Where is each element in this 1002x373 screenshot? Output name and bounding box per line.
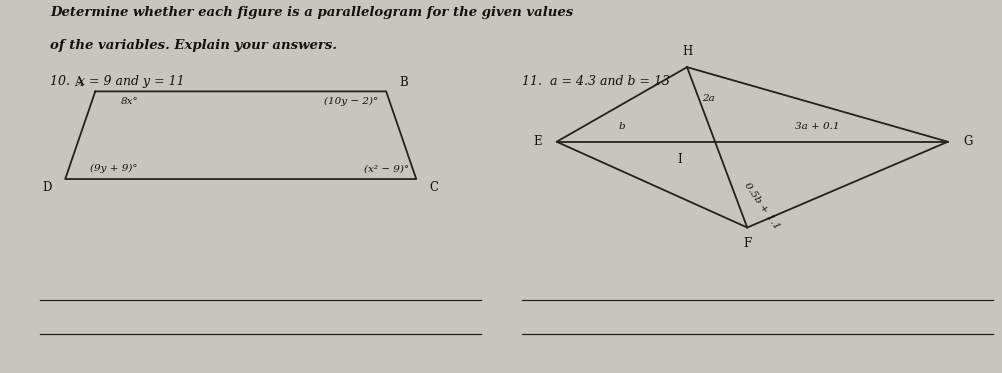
Text: 2a: 2a (701, 94, 714, 103)
Text: 11.  a = 4.3 and b = 13: 11. a = 4.3 and b = 13 (521, 75, 669, 88)
Text: D: D (43, 181, 52, 194)
Text: 0.5b + 1.1: 0.5b + 1.1 (741, 181, 781, 231)
Text: E: E (532, 135, 541, 148)
Text: G: G (962, 135, 971, 148)
Text: B: B (399, 76, 408, 89)
Text: (x² − 9)°: (x² − 9)° (364, 164, 409, 173)
Text: 3a + 0.1: 3a + 0.1 (795, 122, 839, 131)
Text: Determine whether each figure is a parallelogram for the given values: Determine whether each figure is a paral… (50, 6, 573, 19)
Text: (10y − 2)°: (10y − 2)° (324, 97, 379, 106)
Text: of the variables. Explain your answers.: of the variables. Explain your answers. (50, 39, 337, 52)
Text: I: I (676, 153, 681, 166)
Text: 10.  x = 9 and y = 11: 10. x = 9 and y = 11 (50, 75, 184, 88)
Text: H: H (681, 45, 691, 58)
Text: F: F (742, 237, 750, 250)
Text: 8x°: 8x° (120, 97, 138, 106)
Text: A: A (74, 76, 82, 89)
Text: (9y + 9)°: (9y + 9)° (90, 164, 137, 173)
Text: C: C (429, 181, 438, 194)
Text: b: b (618, 122, 624, 131)
